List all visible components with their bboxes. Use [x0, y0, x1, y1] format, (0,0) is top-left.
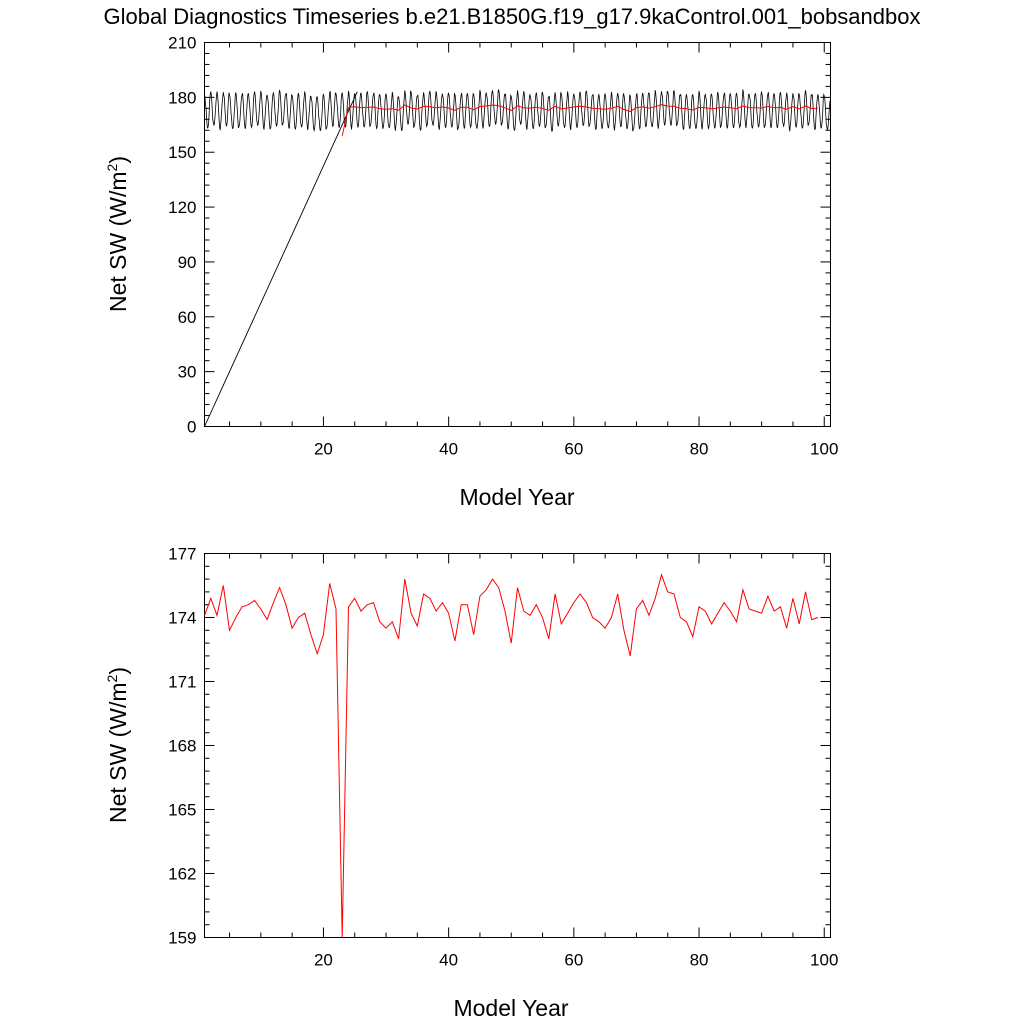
top-y-axis-label: Net SW (W/m2) — [104, 156, 131, 312]
y-tick-label: 150 — [168, 143, 196, 162]
y-tick-label: 174 — [168, 609, 196, 628]
top-series-lines — [204, 88, 831, 427]
bottom-plot-frame — [204, 553, 831, 938]
y-tick-label: 210 — [168, 34, 196, 53]
y-tick-label: 30 — [178, 363, 197, 382]
y-tick-label: 171 — [168, 673, 196, 692]
x-tick-label: 40 — [439, 440, 458, 459]
y-tick-label: 60 — [178, 308, 197, 327]
y-tick-label: 177 — [168, 545, 196, 564]
bottom-x-axis-label: Model Year — [453, 995, 568, 1021]
y-tick-label: 0 — [187, 418, 196, 437]
annual-mean-line — [341, 104, 819, 136]
top-x-ticks: 20 40 60 80 100 — [229, 42, 838, 459]
y-tick-label: 165 — [168, 801, 196, 820]
monthly-series-line — [204, 88, 831, 133]
annual-mean-line — [204, 573, 819, 938]
bottom-series-lines — [204, 573, 819, 938]
y-tick-label: 159 — [168, 929, 196, 948]
y-tick-label: 168 — [168, 737, 196, 756]
x-tick-label: 60 — [564, 440, 583, 459]
x-tick-label: 40 — [439, 951, 458, 970]
top-x-axis-label: Model Year — [459, 484, 574, 510]
bottom-timeseries-panel: 159 162 165 168 171 174 177 20 40 60 80 100 Model … — [104, 545, 838, 1022]
bottom-x-ticks: 20 40 60 80 100 — [229, 553, 838, 970]
top-plot-frame — [204, 42, 831, 427]
y-tick-label: 120 — [168, 198, 196, 217]
bottom-y-ticks: 159 162 165 168 171 174 177 — [168, 545, 831, 948]
x-tick-label: 20 — [314, 951, 333, 970]
x-tick-label: 80 — [690, 440, 709, 459]
y-tick-label: 90 — [178, 253, 197, 272]
x-tick-label: 100 — [810, 951, 838, 970]
monthly-rampup-line — [204, 91, 358, 427]
top-timeseries-panel: 0 30 60 90 120 150 180 210 20 40 60 80 100 Model Ye… — [104, 34, 838, 511]
figure-title: Global Diagnostics Timeseries b.e21.B185… — [104, 4, 921, 29]
x-tick-label: 100 — [810, 440, 838, 459]
top-y-ticks: 0 30 60 90 120 150 180 210 — [168, 34, 831, 437]
x-tick-label: 60 — [564, 951, 583, 970]
y-tick-label: 180 — [168, 88, 196, 107]
bottom-y-axis-label: Net SW (W/m2) — [104, 667, 131, 823]
x-tick-label: 20 — [314, 440, 333, 459]
y-tick-label: 162 — [168, 865, 196, 884]
x-tick-label: 80 — [690, 951, 709, 970]
